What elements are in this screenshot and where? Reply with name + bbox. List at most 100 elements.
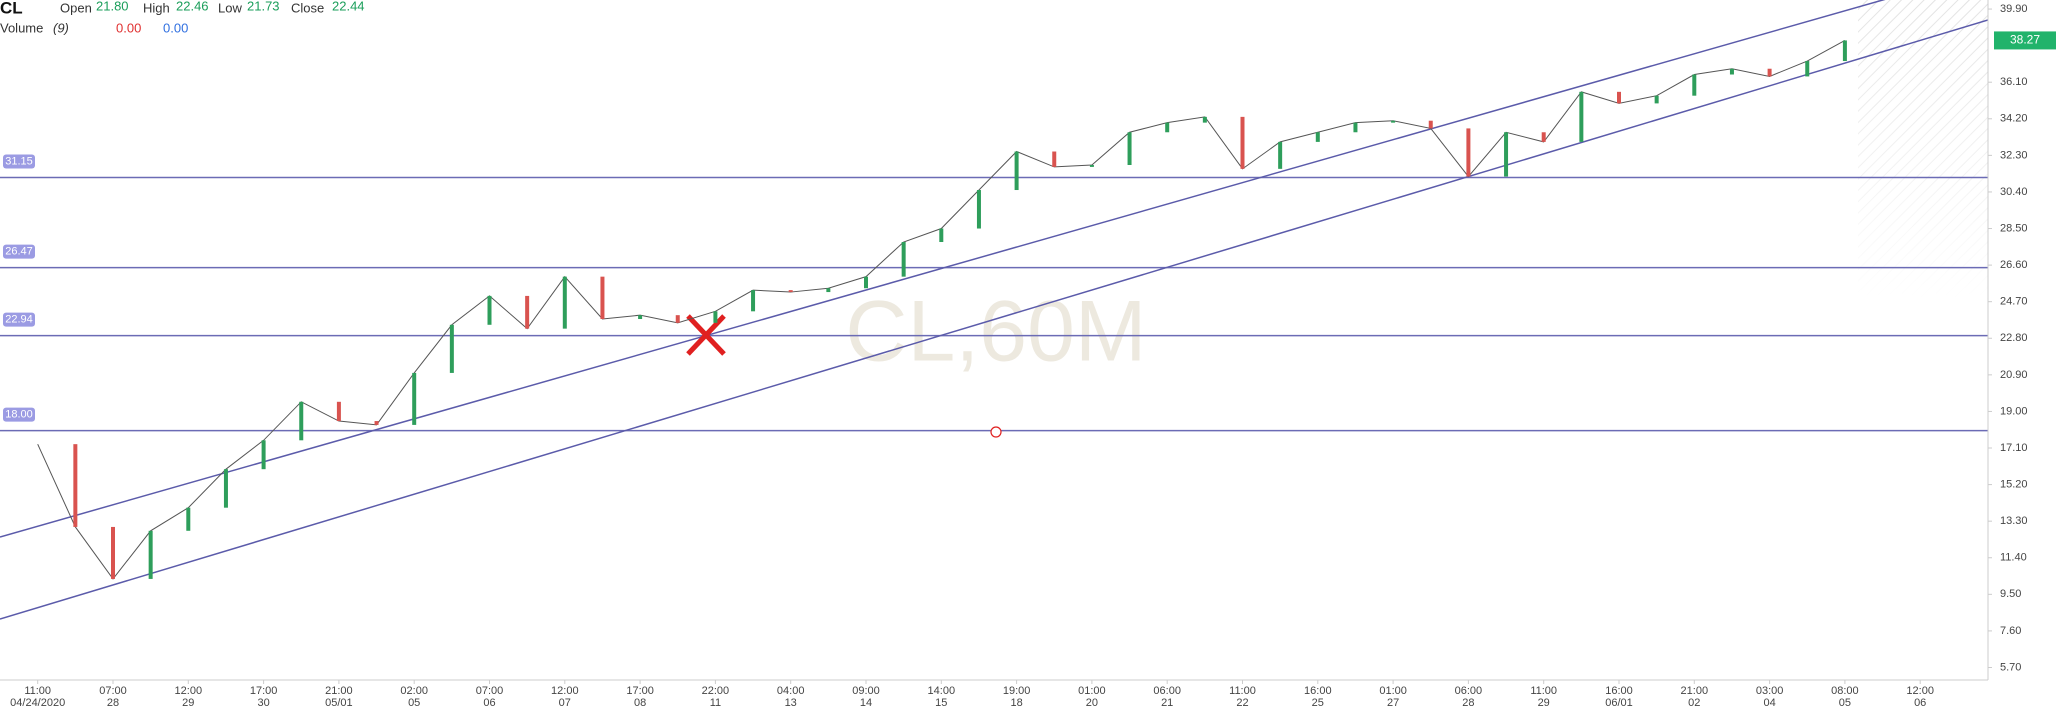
x-tick-label: 22:00: [702, 685, 730, 697]
x-tick-label: 03:00: [1756, 685, 1784, 697]
y-tick-label: 13.30: [2000, 515, 2028, 527]
high-label: High: [143, 0, 170, 15]
point-marker: [990, 426, 1002, 438]
candle: [638, 315, 643, 320]
y-tick-label: 22.80: [2000, 332, 2028, 344]
candle: [1504, 132, 1509, 177]
x-tick-label: 21:00: [1681, 685, 1709, 697]
x-tick-label: 07: [559, 697, 571, 709]
x-tick-label: 06:00: [1153, 685, 1181, 697]
candle: [1692, 74, 1697, 96]
volume-value: 0.00: [163, 20, 188, 35]
x-tick-label: 16:00: [1304, 685, 1332, 697]
x-tick-label: 27: [1387, 697, 1399, 709]
candle: [1127, 132, 1132, 165]
x-tick-label: 13: [785, 697, 797, 709]
level-label: 18.00: [5, 409, 33, 421]
y-tick-label: 30.40: [2000, 186, 2028, 198]
candle: [939, 228, 944, 243]
x-tick-label: 21:00: [325, 685, 353, 697]
x-tick-label: 25: [1312, 697, 1324, 709]
candle: [675, 315, 680, 323]
candle: [261, 440, 266, 470]
close-label: Close: [291, 0, 324, 15]
level-label-box: [3, 244, 35, 259]
candle: [1014, 151, 1019, 191]
candle: [1315, 132, 1320, 142]
x-tick-label: 06: [1914, 697, 1926, 709]
y-tick-label: 17.10: [2000, 442, 2028, 454]
level-label: 26.47: [5, 246, 33, 258]
x-tick-label: 05: [408, 697, 420, 709]
x-tick-label: 06: [483, 697, 495, 709]
y-tick-label: 24.70: [2000, 296, 2028, 308]
x-tick-label: 12:00: [1906, 685, 1934, 697]
x-tick-label: 15: [935, 697, 947, 709]
candle: [148, 530, 153, 579]
x-tick-label: 18: [1010, 697, 1022, 709]
x-tick-label: 08:00: [1831, 685, 1859, 697]
candle: [1165, 122, 1170, 133]
trendline: [0, 0, 1886, 538]
candle: [864, 276, 868, 289]
x-tick-label: 28: [107, 697, 119, 709]
candle: [562, 276, 567, 329]
volume-label: Volume: [0, 20, 43, 35]
x-tick-label: 11:00: [1229, 685, 1256, 697]
level-label-box: [3, 154, 35, 169]
x-tick-label: 14:00: [928, 685, 956, 697]
candle: [1089, 164, 1094, 167]
candle: [751, 290, 756, 312]
candle: [1391, 120, 1396, 123]
x-tick-label: 08: [634, 697, 646, 709]
high-value: 22.46: [176, 0, 209, 13]
x-tick-label: 04/24/2020: [10, 697, 65, 709]
x-tick-label: 20: [1086, 697, 1098, 709]
x-tick-label: 21: [1161, 697, 1173, 709]
candle: [1240, 116, 1245, 169]
candle: [487, 295, 492, 325]
x-tick-label: 16:00: [1605, 685, 1633, 697]
y-tick-label: 28.50: [2000, 222, 2028, 234]
x-tick-label: 22: [1236, 697, 1248, 709]
candle: [1466, 128, 1471, 177]
x-tick-label: 12:00: [175, 685, 203, 697]
y-tick-label: 36.10: [2000, 76, 2028, 88]
x-tick-label: 17:00: [626, 685, 654, 697]
candle: [713, 311, 718, 323]
candle: [788, 290, 793, 293]
x-tick-label: 12:00: [551, 685, 579, 697]
y-tick-label: 11.40: [2000, 552, 2027, 564]
x-tick-label: 06:00: [1455, 685, 1483, 697]
candle: [1278, 141, 1283, 169]
x-tick-label: 02: [1688, 697, 1700, 709]
x-tick-label: 02:00: [400, 685, 428, 697]
candle: [111, 526, 115, 579]
y-tick-label: 15.20: [2000, 478, 2028, 490]
candle: [901, 242, 906, 277]
candle: [826, 288, 831, 293]
x-tick-label: 14: [860, 697, 872, 709]
level-label: 22.94: [5, 313, 33, 325]
volume-value: 0.00: [116, 20, 141, 35]
x-tick-label: 28: [1462, 697, 1474, 709]
candle: [600, 276, 605, 320]
candle: [1541, 132, 1546, 142]
candle: [1805, 61, 1810, 77]
candle: [1654, 95, 1659, 104]
candle: [1842, 40, 1847, 62]
close-value: 22.44: [332, 0, 365, 13]
x-tick-label: 09:00: [852, 685, 880, 697]
candle: [412, 372, 417, 425]
candle: [449, 324, 454, 373]
y-tick-label: 34.20: [2000, 113, 2028, 125]
volume-period: (9): [53, 20, 69, 35]
candle: [1617, 91, 1621, 104]
x-tick-label: 06/01: [1605, 697, 1633, 709]
y-tick-label: 5.70: [2000, 661, 2021, 673]
x-tick-label: 30: [257, 697, 269, 709]
candle: [525, 295, 530, 329]
candle: [1052, 151, 1057, 167]
trendline: [0, 19, 1988, 620]
candle: [299, 401, 304, 441]
